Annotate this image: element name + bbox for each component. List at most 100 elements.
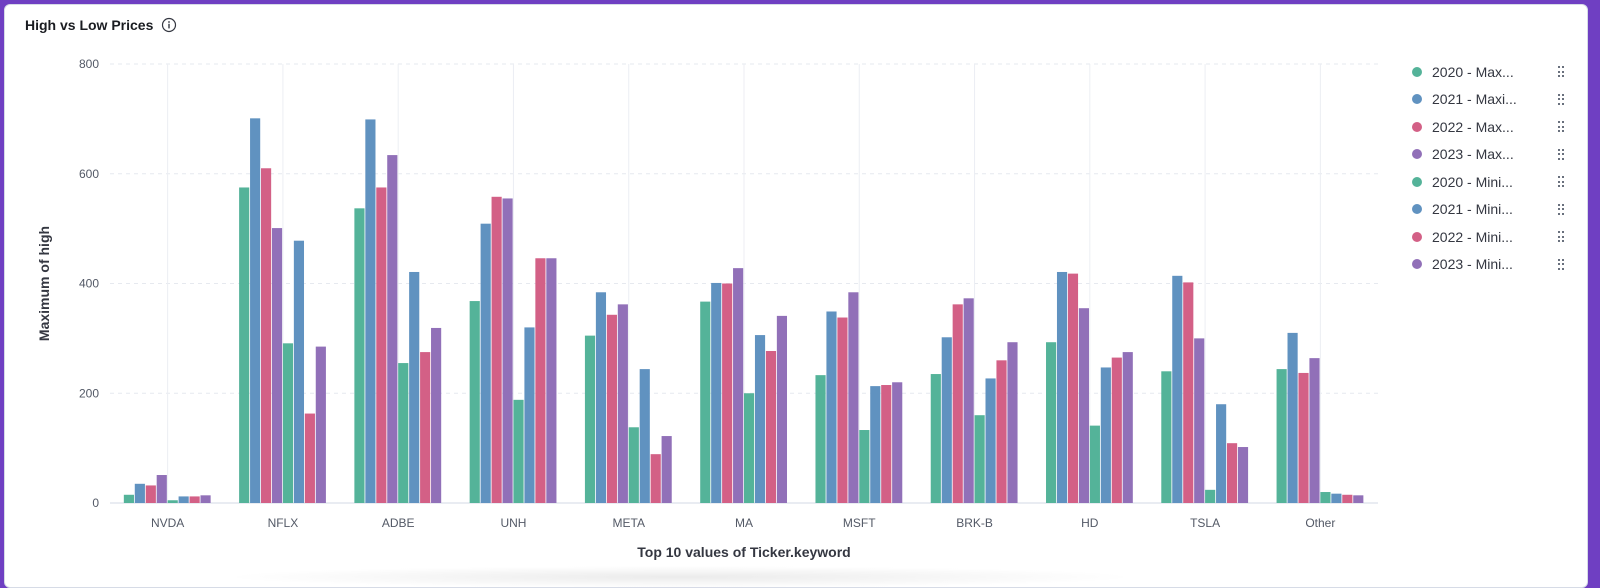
bar (1089, 425, 1100, 503)
bar (535, 258, 546, 503)
bar (859, 430, 870, 503)
y-tick-label: 0 (92, 496, 99, 510)
bar (952, 304, 963, 503)
x-tick-label: META (613, 516, 645, 530)
bar (711, 282, 722, 503)
legend-actions-icon[interactable] (1558, 258, 1564, 271)
bar (837, 317, 848, 503)
bar (974, 415, 985, 503)
legend-item[interactable]: 2022 - Max... (1412, 113, 1582, 141)
legend-color-dot (1412, 94, 1422, 105)
legend-item[interactable]: 2021 - Maxi... (1412, 86, 1582, 114)
bar (815, 375, 826, 503)
legend-item[interactable]: 2022 - Mini... (1412, 223, 1582, 251)
bar (1194, 338, 1205, 503)
bar (1056, 271, 1068, 503)
bar (639, 369, 650, 503)
bar (606, 314, 617, 503)
bar (628, 427, 639, 503)
bar (250, 118, 261, 504)
legend-actions-icon[interactable] (1558, 176, 1564, 188)
bar (502, 198, 513, 503)
bar (617, 304, 628, 503)
bar (1161, 371, 1172, 503)
legend-actions-icon[interactable] (1558, 203, 1564, 216)
panel-title: High vs Low Prices (25, 17, 154, 33)
legend-actions-icon[interactable] (1558, 93, 1564, 106)
bar (409, 271, 420, 503)
bar (765, 350, 777, 503)
legend-actions-icon[interactable] (1558, 66, 1564, 78)
legend-color-dot (1412, 204, 1422, 215)
bar (892, 382, 903, 503)
bar (376, 187, 387, 503)
bar (145, 485, 156, 503)
bar (941, 337, 952, 503)
info-icon[interactable] (161, 17, 177, 33)
y-axis-title: Maximum of high (36, 226, 52, 341)
bar (1353, 495, 1364, 503)
bar (930, 374, 941, 503)
bar (156, 475, 167, 503)
legend-item[interactable]: 2023 - Mini... (1412, 251, 1582, 279)
bar (239, 187, 250, 503)
bar (315, 346, 326, 503)
bar (123, 494, 134, 503)
legend-label: 2020 - Mini... (1432, 173, 1513, 190)
x-axis-title: Top 10 values of Ticker.keyword (637, 544, 850, 560)
x-tick-label: BRK-B (956, 516, 993, 530)
bar (754, 335, 766, 503)
bar (1122, 352, 1133, 503)
legend-actions-icon[interactable] (1558, 231, 1564, 243)
legend-color-dot (1412, 259, 1422, 270)
legend-label: 2023 - Max... (1432, 146, 1514, 163)
legend-item[interactable]: 2021 - Mini... (1412, 196, 1582, 224)
bar (661, 436, 672, 503)
bar (1342, 494, 1353, 503)
legend-item[interactable]: 2020 - Max... (1412, 58, 1582, 86)
bar (420, 352, 431, 503)
bar (1331, 493, 1342, 503)
bar (178, 496, 189, 503)
bar (722, 283, 733, 503)
legend-item[interactable]: 2020 - Mini... (1412, 168, 1582, 196)
x-tick-label: NFLX (268, 516, 299, 530)
bar (1276, 369, 1287, 503)
x-tick-label: NVDA (151, 516, 184, 530)
bar (776, 315, 788, 503)
legend-color-dot (1412, 149, 1422, 160)
bar (848, 292, 859, 503)
bar (546, 258, 557, 503)
legend-actions-icon[interactable] (1558, 148, 1564, 161)
bar (1226, 443, 1238, 503)
legend-color-dot (1412, 121, 1422, 132)
bar (261, 168, 272, 503)
legend-color-dot (1412, 231, 1422, 242)
bar (650, 454, 661, 503)
legend-label: 2022 - Mini... (1432, 228, 1513, 245)
legend-color-dot (1412, 66, 1422, 77)
legend-label: 2021 - Mini... (1432, 201, 1513, 218)
bar (469, 301, 480, 503)
bar (1298, 372, 1309, 503)
legend-color-dot (1412, 176, 1422, 187)
x-tick-label: TSLA (1190, 516, 1220, 530)
bar (1007, 342, 1018, 503)
bar (167, 500, 178, 503)
bar (431, 327, 442, 503)
bar (1183, 282, 1194, 503)
bar (282, 343, 294, 503)
bar (354, 208, 365, 504)
bar (293, 240, 305, 503)
legend-actions-icon[interactable] (1558, 121, 1564, 133)
bar (1287, 332, 1298, 503)
bar (1309, 358, 1320, 503)
bar (491, 196, 502, 504)
bar (826, 311, 837, 503)
y-tick-label: 400 (79, 277, 99, 291)
bar (200, 495, 211, 503)
bar (881, 385, 892, 503)
bar (1320, 492, 1331, 503)
legend-item[interactable]: 2023 - Max... (1412, 141, 1582, 169)
x-tick-label: MA (735, 516, 753, 530)
